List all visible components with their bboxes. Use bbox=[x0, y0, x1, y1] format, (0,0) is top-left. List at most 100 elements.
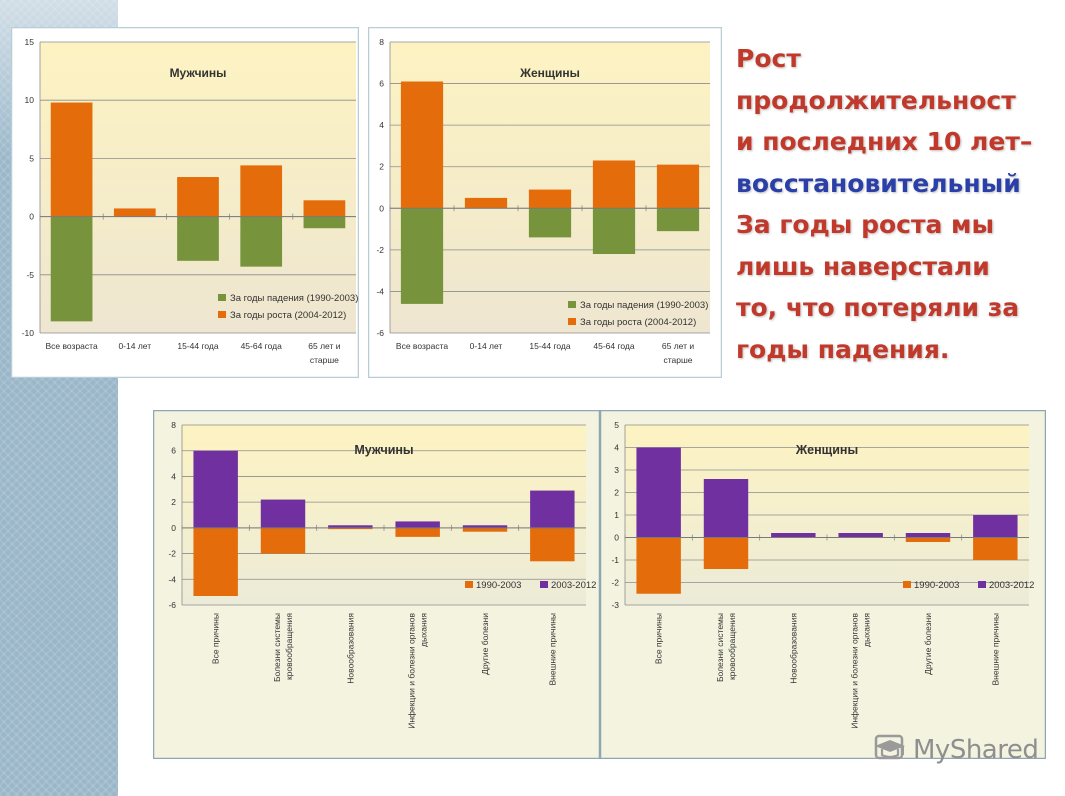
bar bbox=[50, 102, 93, 217]
y-tick-label: -4 bbox=[168, 574, 176, 584]
bar bbox=[592, 160, 636, 209]
bar bbox=[240, 216, 283, 267]
y-tick-label: 0 bbox=[614, 533, 619, 543]
y-tick-label: -1 bbox=[611, 555, 619, 565]
chart-svg: -10 -5 0 5 10 15 Все возраста 0-14 лет 15-44 год… bbox=[11, 27, 359, 378]
bar bbox=[464, 197, 508, 209]
bar bbox=[838, 533, 883, 538]
bar bbox=[177, 177, 219, 217]
chart-women-by-cause: -3 -2 -1 0 1 2 3 4 5 Все причины Болезни системы кр… bbox=[600, 410, 1046, 759]
slide-text-line-highlight: восстановительный bbox=[736, 168, 1021, 198]
y-tick-label: 2 bbox=[171, 497, 176, 507]
plot-area bbox=[390, 42, 710, 333]
slide-text-line: За годы роста мы bbox=[736, 210, 995, 239]
bar bbox=[530, 490, 575, 528]
y-tick-label: -2 bbox=[376, 245, 384, 255]
x-tick-label: Новообразования bbox=[788, 613, 798, 684]
x-tick-label: Новообразования bbox=[345, 613, 355, 684]
watermark: MyShared bbox=[872, 732, 1039, 768]
y-tick-label: 6 bbox=[379, 79, 384, 89]
x-tick-label: Другие болезни bbox=[480, 613, 490, 675]
chart-svg: -6 -4 -2 0 2 4 6 8 Все возраста 0-14 лет 15-44 год… bbox=[368, 27, 722, 378]
x-tick-label: 45-64 года bbox=[241, 341, 283, 351]
chart-men-by-cause: -6 -4 -2 0 2 4 6 8 Все причины Болезни системы кро… bbox=[153, 410, 600, 759]
y-tick-label: 2 bbox=[379, 162, 384, 172]
x-tick-label: кровообращения bbox=[727, 613, 737, 680]
y-tick-label: -6 bbox=[376, 328, 384, 338]
x-tick-label: Внешние причины bbox=[990, 613, 1000, 686]
bar bbox=[193, 450, 238, 528]
bar bbox=[50, 216, 93, 322]
slide-text-line: Рост bbox=[736, 44, 801, 73]
y-tick-label: 0 bbox=[379, 203, 384, 213]
slide-text-line: продолжительност bbox=[736, 85, 1016, 115]
legend-swatch bbox=[568, 318, 576, 325]
x-tick-label: дыхания bbox=[862, 613, 872, 647]
y-tick-label: 4 bbox=[379, 120, 384, 130]
bar bbox=[177, 216, 219, 261]
x-tick-label: Все возраста bbox=[396, 341, 448, 351]
x-tick-label: Болезни системы bbox=[715, 613, 725, 682]
bar bbox=[400, 208, 444, 304]
bar bbox=[528, 208, 572, 238]
x-tick-label: старше bbox=[310, 355, 339, 365]
bar bbox=[113, 208, 156, 217]
plot-area bbox=[182, 425, 586, 605]
y-tick-label: -3 bbox=[611, 600, 619, 610]
legend-label: 2003-2012 bbox=[989, 580, 1034, 591]
bar bbox=[395, 521, 440, 528]
bar bbox=[395, 527, 440, 537]
x-tick-label: Все возраста bbox=[46, 341, 98, 351]
bar bbox=[703, 479, 749, 538]
legend-swatch bbox=[465, 581, 473, 588]
bar bbox=[973, 515, 1018, 538]
legend-swatch bbox=[540, 581, 548, 588]
y-tick-label: 2 bbox=[614, 488, 619, 498]
slide-text: Рост продолжительност и последних 10 лет… bbox=[736, 38, 1056, 370]
y-tick-label: -4 bbox=[376, 286, 384, 296]
chart-men-by-age: -10 -5 0 5 10 15 Все возраста 0-14 лет 15-44 год… bbox=[11, 27, 359, 378]
x-tick-label: Инфекции и болезни органов bbox=[407, 613, 417, 729]
bar bbox=[973, 537, 1018, 560]
y-tick-label: 8 bbox=[171, 420, 176, 430]
bar bbox=[240, 165, 283, 217]
y-tick-label: 0 bbox=[171, 523, 176, 533]
chart-svg: -3 -2 -1 0 1 2 3 4 5 Все причины Болезни системы кр… bbox=[600, 410, 1046, 759]
bar bbox=[703, 537, 749, 569]
slide-text-line: то, что потеряли за bbox=[736, 293, 1020, 322]
y-tick-label: -10 bbox=[22, 328, 35, 338]
chart-svg: -6 -4 -2 0 2 4 6 8 Все причины Болезни системы кро… bbox=[153, 410, 600, 759]
y-tick-label: 5 bbox=[29, 153, 34, 163]
y-tick-label: 10 bbox=[25, 95, 35, 105]
bar bbox=[905, 533, 951, 538]
legend-label: 2003-2012 bbox=[551, 580, 596, 591]
x-tick-label: старше bbox=[663, 355, 692, 365]
x-tick-label: Все причины bbox=[211, 613, 221, 664]
y-tick-label: -5 bbox=[26, 270, 34, 280]
slide-text-line: и последних 10 лет– bbox=[736, 127, 1033, 156]
bar bbox=[530, 527, 575, 562]
legend-label: 1990-2003 bbox=[476, 580, 521, 591]
x-tick-label: Другие болезни bbox=[923, 613, 933, 675]
bar bbox=[462, 527, 508, 532]
legend-swatch bbox=[568, 301, 576, 308]
x-tick-label: 15-44 года bbox=[529, 341, 571, 351]
bar bbox=[328, 525, 373, 528]
legend-label: За годы роста (2004-2012) bbox=[230, 310, 346, 321]
bar bbox=[592, 208, 636, 255]
y-tick-label: 3 bbox=[614, 465, 619, 475]
bar bbox=[656, 208, 700, 232]
bar bbox=[462, 525, 508, 528]
chart-title: Женщины bbox=[519, 66, 580, 80]
y-tick-label: 5 bbox=[614, 420, 619, 430]
x-tick-label: кровообращения bbox=[284, 613, 294, 680]
bar bbox=[905, 537, 951, 542]
x-tick-label: Болезни системы bbox=[272, 613, 282, 682]
x-tick-label: 0-14 лет bbox=[470, 341, 503, 351]
chart-title: Женщины bbox=[795, 443, 858, 457]
x-tick-label: 45-64 года bbox=[593, 341, 635, 351]
chart-women-by-age: -6 -4 -2 0 2 4 6 8 Все возраста 0-14 лет 15-44 год… bbox=[368, 27, 722, 378]
y-tick-label: 15 bbox=[25, 37, 35, 47]
x-tick-label: дыхания bbox=[419, 613, 429, 647]
bar bbox=[193, 527, 238, 596]
